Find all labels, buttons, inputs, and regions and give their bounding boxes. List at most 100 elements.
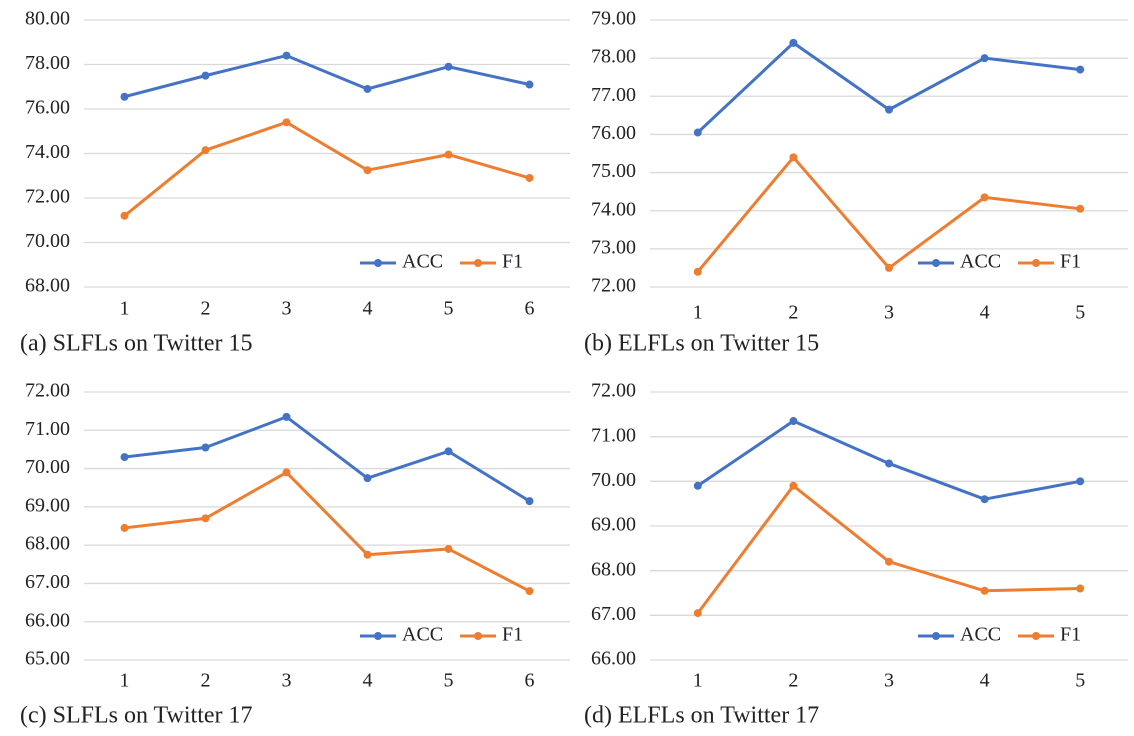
legend-label: ACC xyxy=(960,251,1001,273)
x-tick-label: 4 xyxy=(363,298,373,320)
data-point xyxy=(282,412,291,421)
data-point xyxy=(980,495,989,504)
y-tick-label: 73.00 xyxy=(591,236,636,258)
data-point xyxy=(980,54,989,63)
data-point xyxy=(363,474,372,483)
panel-caption: (d) ELFLs on Twitter 17 xyxy=(584,703,819,729)
legend-label: F1 xyxy=(502,251,523,273)
data-point xyxy=(885,105,893,114)
data-point xyxy=(201,443,210,452)
series-line xyxy=(123,120,530,217)
data-point xyxy=(444,544,453,553)
x-tick-label: 1 xyxy=(693,670,703,692)
data-point xyxy=(444,447,453,456)
y-tick-label: 74.00 xyxy=(591,198,636,220)
legend-label: ACC xyxy=(402,251,443,273)
x-tick-label: 3 xyxy=(282,298,292,320)
data-point xyxy=(120,453,129,462)
x-tick-label: 2 xyxy=(201,298,211,320)
data-point xyxy=(444,150,453,159)
x-tick-label: 5 xyxy=(444,298,454,320)
legend-label: F1 xyxy=(1060,251,1081,273)
legend-label: ACC xyxy=(960,624,1001,646)
series-line xyxy=(696,155,1081,273)
y-tick-label: 69.00 xyxy=(25,494,70,516)
data-point xyxy=(525,80,534,89)
legend-label: ACC xyxy=(402,624,443,646)
legend-marker xyxy=(1032,632,1040,640)
data-point xyxy=(885,459,893,468)
data-point xyxy=(282,118,291,127)
y-tick-label: 66.00 xyxy=(591,648,636,670)
data-point xyxy=(282,468,291,477)
x-tick-label: 4 xyxy=(980,670,990,692)
y-tick-label: 80.00 xyxy=(25,8,70,30)
y-tick-label: 68.00 xyxy=(25,533,70,555)
legend-marker xyxy=(374,632,382,640)
y-tick-label: 79.00 xyxy=(591,8,636,30)
series-line xyxy=(696,484,1081,615)
legend-marker xyxy=(1032,259,1040,267)
data-point xyxy=(1076,204,1085,213)
y-tick-label: 67.00 xyxy=(591,603,636,625)
data-point xyxy=(789,481,798,490)
series-line xyxy=(124,470,531,593)
y-tick-label: 66.00 xyxy=(25,609,70,631)
y-tick-label: 67.00 xyxy=(25,571,70,593)
x-tick-label: 3 xyxy=(884,302,894,324)
y-tick-label: 69.00 xyxy=(591,514,636,536)
y-tick-label: 72.00 xyxy=(25,186,70,208)
y-tick-label: 76.00 xyxy=(591,122,636,144)
y-tick-label: 65.00 xyxy=(25,648,70,670)
legend-label: F1 xyxy=(502,624,523,646)
data-point xyxy=(363,166,372,175)
x-tick-label: 2 xyxy=(788,302,798,324)
y-tick-label: 76.00 xyxy=(25,97,70,119)
legend-marker xyxy=(474,259,482,267)
y-tick-label: 75.00 xyxy=(591,160,636,182)
x-tick-label: 3 xyxy=(884,670,894,692)
y-tick-label: 77.00 xyxy=(591,84,636,106)
data-point xyxy=(120,523,129,532)
data-point xyxy=(1076,584,1085,593)
data-point xyxy=(885,557,893,566)
series-line xyxy=(124,54,530,99)
x-tick-label: 1 xyxy=(120,670,130,692)
series-line xyxy=(124,415,531,503)
data-point xyxy=(885,263,893,272)
data-point xyxy=(201,514,210,523)
panel-caption: (b) ELFLs on Twitter 15 xyxy=(584,331,819,357)
data-point xyxy=(693,267,702,276)
y-tick-label: 70.00 xyxy=(25,456,70,478)
data-point xyxy=(363,84,372,93)
data-point xyxy=(980,193,989,202)
y-tick-label: 72.00 xyxy=(591,275,636,297)
y-tick-label: 72.00 xyxy=(591,380,636,402)
legend-marker xyxy=(932,259,940,267)
data-point xyxy=(789,38,798,47)
data-point xyxy=(693,481,702,490)
x-tick-label: 1 xyxy=(693,302,703,324)
x-tick-label: 5 xyxy=(1075,302,1085,324)
data-point xyxy=(980,586,989,595)
x-tick-label: 5 xyxy=(1075,670,1085,692)
data-point xyxy=(201,146,210,155)
legend-marker xyxy=(474,632,482,640)
legend-label: F1 xyxy=(1060,624,1081,646)
data-point xyxy=(120,211,129,220)
data-point xyxy=(444,62,453,71)
data-point xyxy=(789,417,798,426)
data-point xyxy=(525,173,534,182)
y-tick-label: 68.00 xyxy=(25,275,70,297)
y-tick-label: 71.00 xyxy=(25,418,70,440)
panel-caption: (a) SLFLs on Twitter 15 xyxy=(20,331,253,357)
data-point xyxy=(525,587,534,596)
x-tick-label: 2 xyxy=(788,670,798,692)
y-tick-label: 78.00 xyxy=(25,52,70,74)
y-tick-label: 71.00 xyxy=(591,424,636,446)
x-tick-label: 1 xyxy=(120,298,130,320)
x-tick-label: 5 xyxy=(444,670,454,692)
data-point xyxy=(789,153,798,162)
x-tick-label: 6 xyxy=(525,298,535,320)
